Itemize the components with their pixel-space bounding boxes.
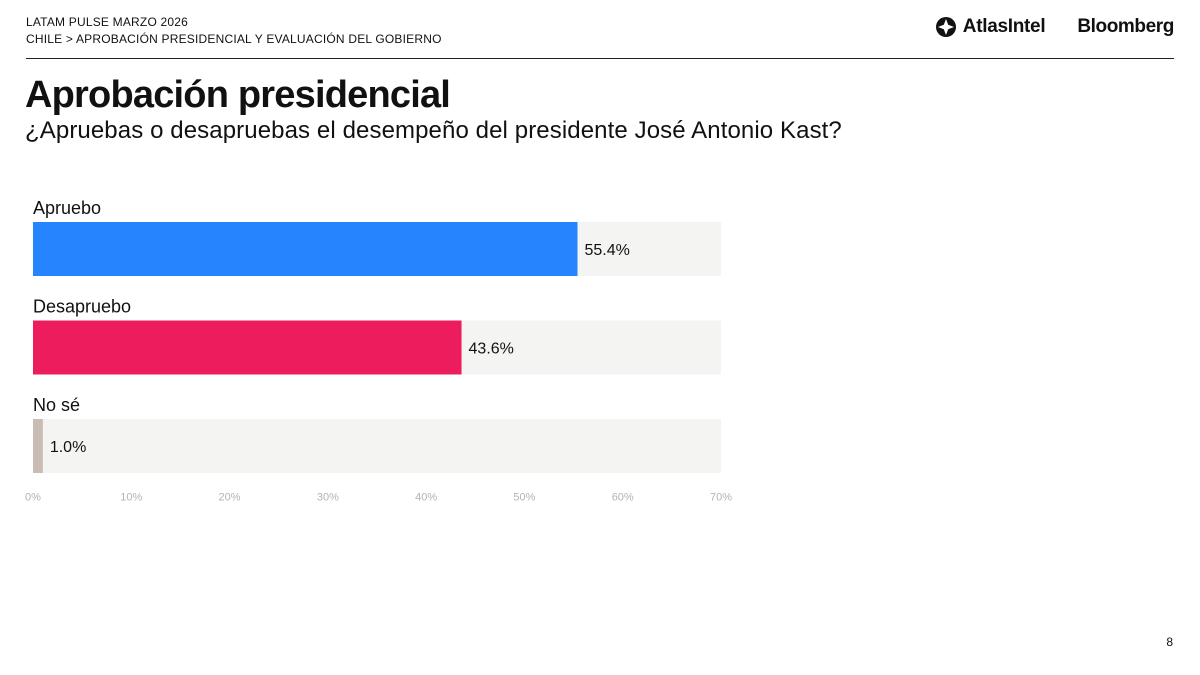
survey-series-label: LATAM PULSE MARZO 2026 [26, 15, 189, 29]
x-tick-label-40: 40% [415, 492, 437, 504]
bloomberg-logo: Bloomberg [1077, 16, 1174, 37]
breadcrumb: CHILE > APROBACIÓN PRESIDENCIAL Y EVALUA… [26, 32, 442, 46]
chart-title: Aprobación presidencial [25, 74, 451, 116]
page-number: 8 [1166, 635, 1173, 649]
bar-chart: Apruebo 55.4% Desapruebo 43.6% No sé 1.0% 0% 10… [25, 198, 732, 504]
x-tick-label-10: 10% [120, 492, 142, 504]
header-divider [26, 58, 1174, 59]
bar-no-se [33, 419, 43, 473]
atlas-logo-icon [935, 17, 956, 37]
x-tick-label-60: 60% [612, 492, 634, 504]
x-tick-label-0: 0% [25, 492, 41, 504]
data-label-apruebo: 55.4% [585, 242, 630, 259]
atlasintel-logo: AtlasIntel [935, 16, 1046, 38]
bar-apruebo [33, 222, 578, 276]
bar-track-no-se [33, 419, 721, 473]
x-tick-label-50: 50% [513, 492, 535, 504]
data-label-desapruebo: 43.6% [469, 341, 514, 358]
x-tick-label-30: 30% [317, 492, 339, 504]
bar-desapruebo [33, 320, 462, 375]
category-label-desapruebo: Desapruebo [33, 297, 131, 317]
atlas-logo-text: AtlasIntel [962, 16, 1046, 37]
x-tick-label-70: 70% [710, 492, 732, 504]
chart-subtitle: ¿Apruebas o desapruebas el desempeño del… [25, 117, 842, 144]
logos: AtlasIntel Bloomberg [935, 16, 1174, 38]
x-tick-label-20: 20% [219, 492, 241, 504]
category-label-apruebo: Apruebo [33, 198, 101, 218]
category-label-no-se: No sé [33, 395, 80, 415]
data-label-no-se: 1.0% [50, 439, 86, 456]
